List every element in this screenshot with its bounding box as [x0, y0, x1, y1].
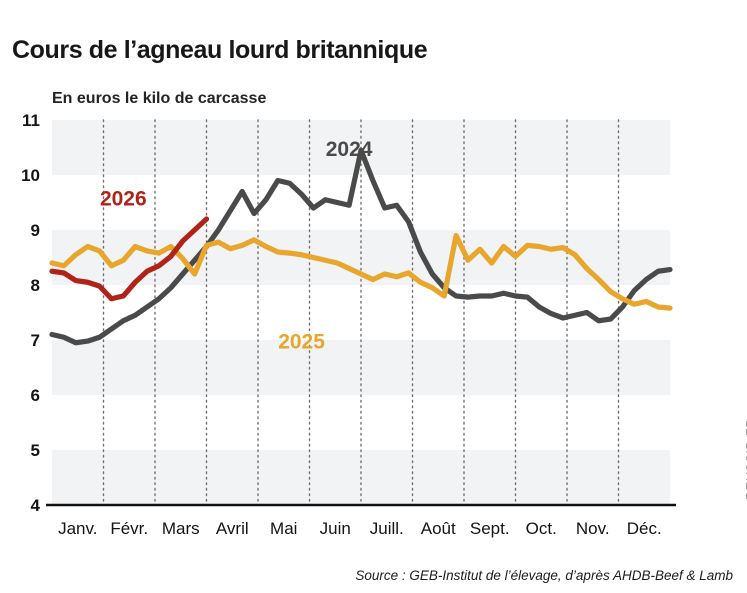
y-axis-tick-label: 10: [21, 166, 40, 185]
y-axis-tick-label: 11: [22, 111, 40, 130]
y-axis-tick-label: 6: [31, 386, 40, 405]
x-axis-tick-label: Avril: [216, 519, 249, 538]
source-note: Source : GEB-Institut de l’élevage, d’ap…: [355, 568, 733, 583]
x-axis-tick-label: Déc.: [627, 519, 662, 538]
page-title: Cours de l’agneau lourd britannique: [12, 36, 428, 64]
x-axis-tick-label: Juin: [320, 519, 351, 538]
x-axis-tick-label: Févr.: [110, 519, 148, 538]
x-axis-tick-label: Mai: [270, 519, 297, 538]
y-axis-tick-label: 4: [31, 496, 41, 515]
series-label-2024: 2024: [326, 138, 373, 161]
x-axis-tick-label: Janv.: [58, 519, 97, 538]
chart-subtitle: En euros le kilo de carcasse: [52, 90, 267, 107]
y-axis-tick-label: 8: [31, 276, 40, 295]
x-axis-tick-label: Nov.: [576, 519, 610, 538]
series-line-2025: [49, 232, 673, 311]
y-axis-tick-label: 5: [31, 441, 40, 460]
series-label-2025: 2025: [278, 330, 325, 353]
series-label-2026: 2026: [100, 187, 147, 210]
y-axis-tick-label: 9: [31, 221, 40, 240]
series-line-2024: [49, 147, 673, 346]
x-axis-tick-label: Mars: [162, 519, 200, 538]
x-axis-tick-label: Sept.: [470, 519, 510, 538]
series-line-2026: [49, 216, 210, 302]
x-axis-tick-label: Juill.: [370, 519, 404, 538]
x-axis-tick-label: Oct.: [526, 519, 557, 538]
x-axis-tick-label: Août: [421, 519, 456, 538]
y-axis-tick-label: 7: [31, 331, 40, 350]
